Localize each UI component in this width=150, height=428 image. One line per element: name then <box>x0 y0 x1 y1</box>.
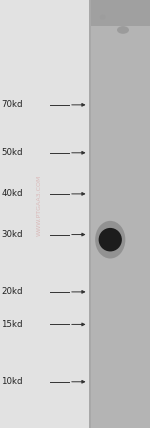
Text: 10kd: 10kd <box>2 377 23 386</box>
Bar <box>89 0 150 428</box>
Text: 70kd: 70kd <box>2 100 23 110</box>
Bar <box>89 0 150 26</box>
Text: 50kd: 50kd <box>2 148 23 158</box>
Bar <box>89 0 91 428</box>
Text: 20kd: 20kd <box>2 287 23 297</box>
Text: 40kd: 40kd <box>2 189 23 199</box>
Ellipse shape <box>100 15 106 20</box>
Ellipse shape <box>95 221 125 259</box>
Ellipse shape <box>99 228 122 252</box>
Text: 15kd: 15kd <box>2 320 23 329</box>
Text: 30kd: 30kd <box>2 230 23 239</box>
Text: WWW.PTGAA3.COM: WWW.PTGAA3.COM <box>36 175 42 236</box>
Ellipse shape <box>117 26 129 34</box>
